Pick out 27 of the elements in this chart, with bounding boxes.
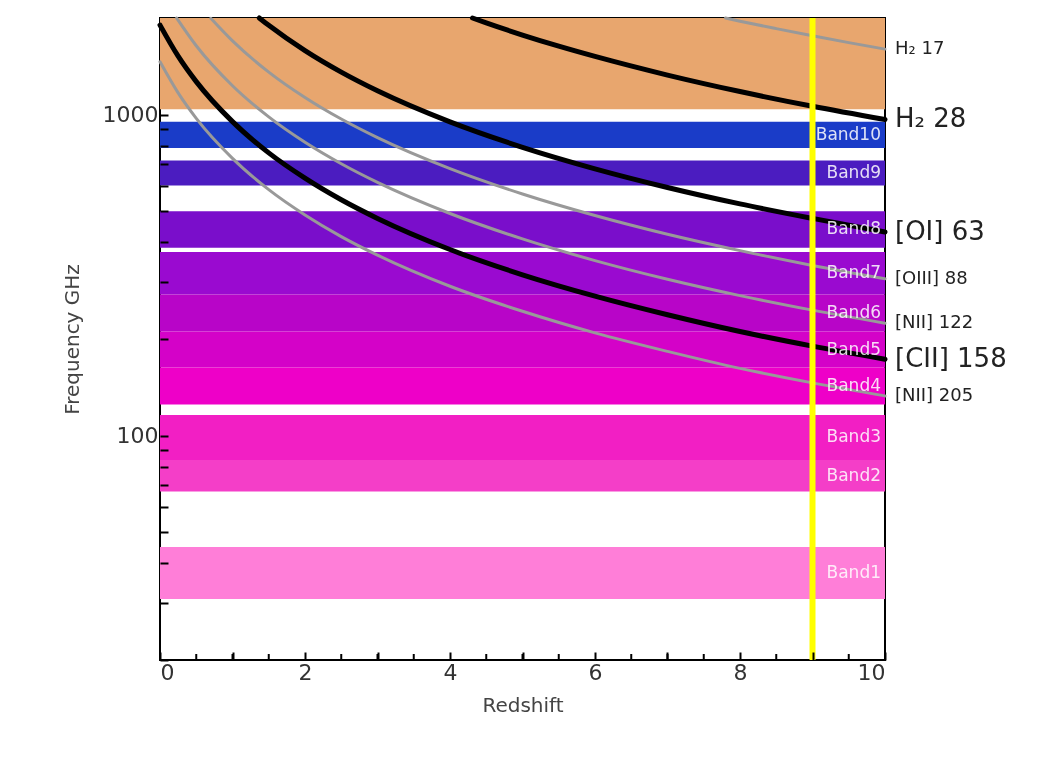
series-label: [CII] 158 — [895, 343, 1007, 374]
x-tick-label: 0 — [160, 659, 175, 685]
series-label: [NII] 122 — [895, 311, 974, 333]
y-tick-label: 100 — [116, 423, 159, 449]
band-label: Band10 — [815, 123, 881, 144]
series-label: H₂ 28 — [895, 103, 967, 134]
line-series — [158, 60, 887, 398]
x-axis-title: Redshift — [482, 692, 564, 717]
y-axis-title: Frequency GHz — [59, 264, 84, 415]
line-series — [724, 16, 887, 51]
band-label: Band2 — [826, 464, 881, 485]
y-tick-label: 1000 — [102, 102, 159, 128]
band-label: Band3 — [826, 426, 881, 447]
x-tick-label: 8 — [733, 659, 748, 685]
x-tick-label: 4 — [443, 659, 458, 685]
series-label: H₂ 17 — [895, 37, 945, 59]
band-label: Band4 — [826, 375, 881, 396]
line-series — [209, 16, 887, 281]
band-label: Band9 — [826, 161, 881, 182]
series-label: [NII] 205 — [895, 383, 974, 405]
series-label: [OI] 63 — [895, 215, 985, 246]
x-tick-label: 6 — [588, 659, 603, 685]
band-label: Band6 — [826, 302, 881, 323]
series-label: [OIII] 88 — [895, 266, 968, 288]
x-tick-label: 2 — [298, 659, 313, 685]
x-tick-label: 10 — [857, 659, 886, 685]
band-label: Band1 — [826, 561, 881, 582]
